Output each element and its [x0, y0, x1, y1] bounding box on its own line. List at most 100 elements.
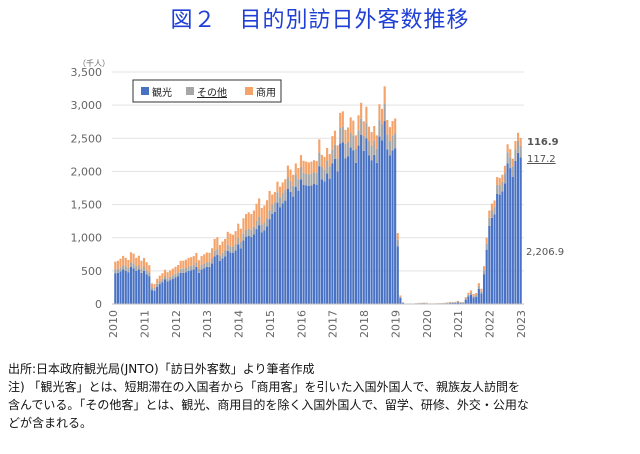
bar-segment-sonota — [124, 266, 127, 271]
bar-segment-kanko — [333, 158, 337, 304]
bar-segment-sonota — [483, 270, 486, 275]
bar-segment-kanko — [339, 143, 342, 304]
bar-segment-shoyo — [456, 300, 459, 302]
bar-segment-shoyo — [357, 115, 360, 131]
bar-segment-kanko — [132, 268, 135, 304]
bar-segment-shoyo — [234, 231, 237, 245]
bar-segment-kanko — [352, 150, 355, 304]
bar-segment-shoyo — [182, 260, 185, 269]
bar-segment-kanko — [362, 150, 365, 304]
bar-segment-sonota — [347, 141, 350, 157]
bar-segment-sonota — [509, 157, 512, 169]
bar-segment-sonota — [373, 140, 376, 155]
bar-segment-sonota — [289, 180, 292, 192]
bar-segment-shoyo — [163, 269, 167, 277]
bar-segment-kanko — [216, 254, 219, 304]
bar-segment-shoyo — [315, 160, 318, 173]
bar-segment-sonota — [496, 184, 499, 194]
bar-segment-kanko — [381, 140, 384, 304]
legend: 観光 その他 商用 — [132, 79, 282, 103]
bar-segment-kanko — [140, 272, 143, 304]
bar-segment-kanko — [158, 284, 161, 304]
bar-segment-sonota — [127, 267, 130, 273]
bar-segment-kanko — [192, 269, 195, 304]
bar-segment-shoyo — [158, 275, 161, 281]
bar-segment-kanko — [399, 298, 402, 304]
bar-segment-kanko — [208, 266, 211, 304]
bar-segment-shoyo — [365, 106, 368, 123]
bar-segment-shoyo — [375, 135, 378, 149]
bar-segment-kanko — [284, 200, 287, 304]
bar-segment-shoyo — [493, 200, 496, 208]
bar-segment-kanko — [169, 280, 172, 304]
y-unit-label: （千人） — [78, 58, 110, 68]
x-tick-label: 2016 — [295, 310, 308, 338]
bar-segment-sonota — [328, 166, 331, 179]
bar-segment-kanko — [299, 179, 303, 304]
bar-segment-sonota — [255, 221, 258, 230]
bar-segment-shoyo — [326, 147, 329, 161]
bar-segment-shoyo — [336, 145, 339, 159]
bar-segment-kanko — [211, 263, 214, 304]
bar-segment-kanko — [501, 191, 504, 304]
bar-segment-shoyo — [472, 293, 475, 296]
bar-segment-kanko — [315, 184, 318, 304]
bar-segment-kanko — [171, 278, 174, 304]
bar-segment-shoyo — [370, 132, 373, 146]
bar-segment-kanko — [124, 270, 127, 304]
bar-segment-sonota — [370, 145, 373, 161]
bar-segment-kanko — [252, 234, 255, 304]
bar-segment-shoyo — [265, 200, 269, 219]
bar-segment-kanko — [349, 147, 352, 304]
bar-segment-sonota — [292, 185, 295, 197]
bar-segment-shoyo — [224, 238, 227, 251]
bar-segment-kanko — [184, 272, 187, 304]
bar-segment-kanko — [179, 272, 182, 304]
bar-segment-kanko — [195, 266, 198, 304]
bar-segment-kanko — [383, 121, 386, 304]
bar-segment-shoyo — [242, 218, 245, 234]
bar-segment-shoyo — [119, 258, 122, 268]
x-tick-label: 2021 — [452, 310, 465, 338]
notes: 出所:日本政府観光局(JNTO)「訪日外客数」より筆者作成 注) 「観光客」とは… — [8, 360, 634, 432]
bar-segment-kanko — [378, 136, 381, 304]
bar-segment-kanko — [483, 274, 486, 304]
bar-segment-kanko — [187, 270, 190, 304]
bar-segment-sonota — [310, 173, 313, 186]
bar-segment-kanko — [354, 162, 357, 304]
bar-segment-sonota — [331, 149, 334, 164]
bar-segment-sonota — [239, 241, 242, 249]
bar-segment-shoyo — [271, 194, 274, 205]
bar-segment-sonota — [475, 294, 478, 297]
bar-segment-kanko — [200, 269, 203, 304]
bar-segment-sonota — [137, 265, 140, 270]
bar-segment-kanko — [268, 219, 271, 304]
bar-segment-sonota — [323, 169, 326, 182]
x-tick-label: 2014 — [233, 310, 246, 338]
bar-segment-shoyo — [177, 265, 180, 273]
bar-segment-shoyo — [174, 266, 177, 274]
bar-segment-shoyo — [394, 118, 397, 134]
bar-segment-shoyo — [294, 163, 297, 176]
bar-segment-shoyo — [195, 252, 198, 263]
bar-segment-shoyo — [281, 182, 284, 194]
x-tick-label: 2013 — [201, 310, 214, 338]
chart-title: 図２ 目的別訪日外客数推移 — [170, 8, 470, 33]
bar-segment-shoyo — [349, 117, 352, 133]
bar-segment-sonota — [315, 172, 318, 185]
bar-segment-shoyo — [166, 272, 169, 279]
bar-segment-kanko — [258, 225, 261, 304]
bar-segment-sonota — [381, 124, 384, 141]
bar-segment-kanko — [506, 163, 509, 304]
x-tick-label: 2022 — [484, 310, 497, 338]
bar-segment-kanko — [289, 191, 292, 304]
bar-segment-kanko — [357, 145, 360, 304]
bar-segment-shoyo — [153, 284, 156, 289]
bar-segment-shoyo — [245, 214, 248, 230]
bar-segment-sonota — [132, 263, 135, 269]
bar-segment-sonota — [250, 229, 253, 238]
bar-segment-sonota — [320, 167, 323, 180]
bar-segment-kanko — [281, 203, 284, 304]
bar-segment-shoyo — [203, 254, 206, 264]
